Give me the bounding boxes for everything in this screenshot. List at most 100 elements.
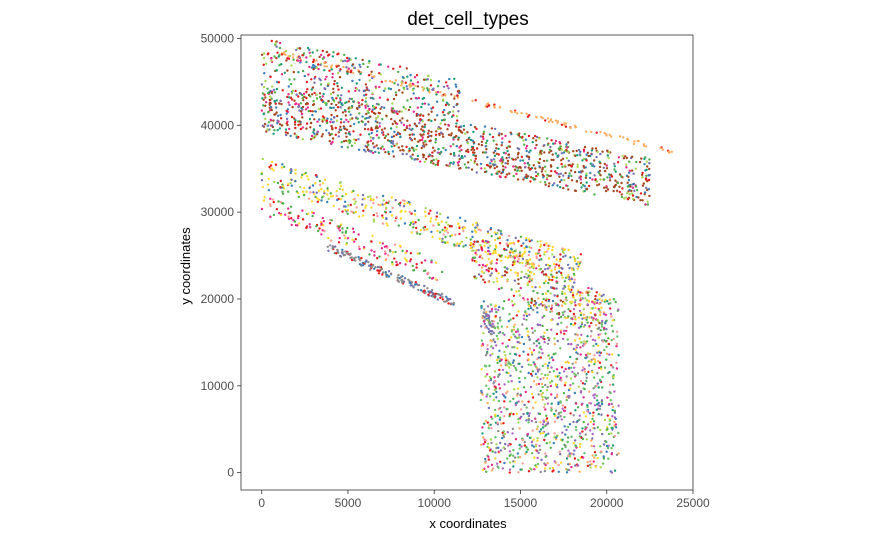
data-point [554, 375, 557, 378]
data-point [538, 285, 541, 289]
data-point [441, 111, 445, 114]
data-point [605, 444, 609, 448]
data-point [321, 120, 324, 123]
data-point [628, 169, 631, 172]
data-point [508, 366, 511, 369]
data-point [395, 125, 398, 129]
data-point [371, 108, 374, 111]
data-point [551, 253, 554, 256]
data-point [495, 143, 498, 146]
data-point [571, 286, 575, 289]
data-point [480, 275, 483, 278]
data-point [508, 242, 511, 245]
data-point [611, 330, 615, 333]
data-point [357, 101, 361, 105]
data-point [492, 139, 495, 142]
data-point [544, 383, 547, 387]
data-point [292, 219, 295, 222]
data-point [448, 165, 451, 168]
data-point [459, 129, 462, 132]
data-point [573, 315, 576, 318]
data-point [557, 411, 561, 415]
data-point [380, 105, 383, 109]
data-point [536, 357, 539, 361]
data-point [361, 98, 364, 102]
data-point [311, 51, 314, 54]
data-point [341, 195, 344, 198]
data-point [382, 148, 386, 151]
data-point [537, 250, 540, 254]
data-point [606, 414, 609, 417]
data-point [470, 148, 473, 152]
data-point [494, 380, 497, 383]
data-point [409, 221, 413, 224]
data-point [391, 107, 395, 110]
data-point [277, 81, 281, 84]
data-point [389, 210, 392, 214]
data-point [496, 172, 499, 175]
data-point [441, 239, 444, 242]
data-point [335, 194, 338, 198]
data-point [491, 325, 495, 329]
data-point [434, 218, 438, 221]
data-point [547, 120, 551, 124]
data-point [471, 99, 474, 103]
data-point [570, 465, 573, 469]
data-point [305, 96, 308, 100]
data-point [592, 344, 595, 348]
data-point [330, 142, 333, 145]
data-point [484, 326, 487, 329]
data-point [635, 195, 638, 199]
data-point [500, 422, 503, 425]
data-point [453, 97, 456, 100]
data-point [381, 118, 384, 121]
data-point [507, 320, 510, 323]
data-point [339, 125, 342, 128]
data-point [390, 135, 394, 139]
data-point [484, 438, 487, 442]
data-point [573, 322, 577, 325]
data-point [375, 144, 378, 147]
data-point [532, 445, 536, 448]
data-point [541, 385, 544, 389]
data-point [495, 262, 498, 265]
data-point [574, 361, 577, 364]
data-point [534, 252, 538, 255]
data-point [362, 246, 366, 249]
data-point [496, 237, 500, 240]
data-point [384, 252, 387, 255]
data-point [578, 470, 581, 473]
data-point [423, 123, 427, 126]
data-point [308, 48, 311, 51]
data-point [456, 94, 459, 97]
data-point [340, 102, 344, 105]
data-point [372, 202, 375, 205]
data-point [522, 139, 525, 142]
data-point [464, 244, 467, 247]
data-point [419, 232, 422, 236]
data-point [495, 390, 498, 394]
data-point [498, 106, 502, 109]
data-point [487, 427, 490, 430]
data-point [347, 100, 351, 103]
data-point [426, 135, 430, 139]
data-point [521, 261, 524, 265]
data-point [281, 190, 284, 193]
data-point [301, 108, 304, 111]
data-point [597, 183, 601, 186]
data-point [590, 287, 593, 290]
data-point [572, 272, 576, 276]
data-point [522, 242, 525, 245]
data-point [379, 204, 382, 207]
data-point [335, 252, 338, 255]
data-point [518, 261, 521, 264]
data-point [597, 333, 600, 336]
data-point [279, 99, 282, 103]
data-point [498, 387, 502, 390]
data-point [409, 252, 413, 255]
data-point [372, 220, 376, 223]
data-point [390, 145, 393, 148]
data-point [398, 132, 402, 136]
data-point [447, 133, 451, 136]
data-point [345, 135, 348, 138]
